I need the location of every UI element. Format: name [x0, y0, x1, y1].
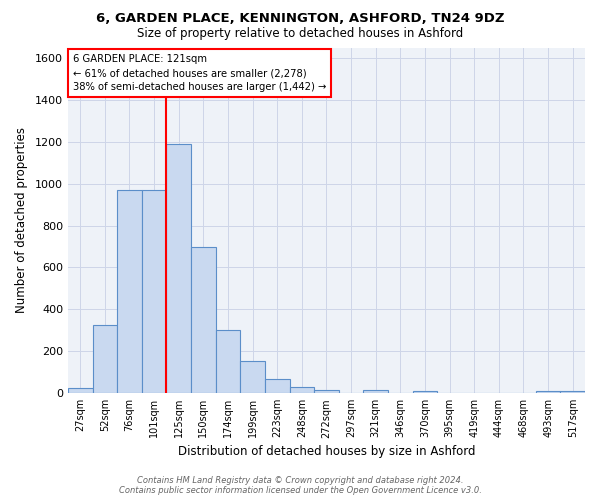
Bar	[536, 391, 560, 393]
Bar	[364, 390, 388, 393]
Bar	[191, 246, 215, 393]
Bar	[215, 330, 240, 393]
Bar	[290, 387, 314, 393]
Bar	[240, 360, 265, 393]
Y-axis label: Number of detached properties: Number of detached properties	[15, 128, 28, 314]
Text: 6 GARDEN PLACE: 121sqm
← 61% of detached houses are smaller (2,278)
38% of semi-: 6 GARDEN PLACE: 121sqm ← 61% of detached…	[73, 54, 326, 92]
Bar	[314, 390, 339, 393]
Bar	[117, 190, 142, 393]
Text: Contains HM Land Registry data © Crown copyright and database right 2024.
Contai: Contains HM Land Registry data © Crown c…	[119, 476, 481, 495]
Bar	[413, 391, 437, 393]
Bar	[166, 144, 191, 393]
Bar	[68, 388, 92, 393]
Text: Size of property relative to detached houses in Ashford: Size of property relative to detached ho…	[137, 28, 463, 40]
Bar	[560, 391, 585, 393]
Bar	[142, 190, 166, 393]
Text: 6, GARDEN PLACE, KENNINGTON, ASHFORD, TN24 9DZ: 6, GARDEN PLACE, KENNINGTON, ASHFORD, TN…	[96, 12, 504, 26]
Bar	[92, 325, 117, 393]
Bar	[265, 378, 290, 393]
X-axis label: Distribution of detached houses by size in Ashford: Distribution of detached houses by size …	[178, 444, 475, 458]
